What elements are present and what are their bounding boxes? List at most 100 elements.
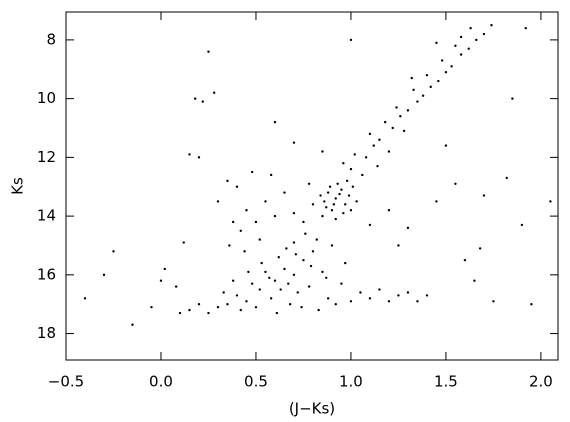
point: [330, 209, 334, 212]
point: [188, 153, 191, 156]
point: [482, 32, 486, 36]
point: [222, 291, 225, 294]
point: [264, 270, 267, 274]
point: [342, 211, 345, 215]
point: [361, 173, 364, 177]
point: [102, 273, 106, 277]
point: [524, 26, 527, 30]
y-axis-label: Ks: [9, 177, 27, 195]
point: [444, 144, 448, 147]
y-tick-label: 14: [37, 207, 56, 225]
point: [247, 270, 250, 274]
point: [342, 162, 345, 165]
point: [277, 256, 280, 259]
x-tick-label: 0.0: [149, 373, 173, 391]
point: [150, 305, 153, 309]
point: [406, 109, 410, 112]
point: [269, 297, 273, 300]
point: [254, 220, 258, 224]
point: [492, 300, 495, 303]
point: [182, 241, 185, 244]
point: [207, 50, 210, 53]
point: [268, 276, 271, 279]
point: [292, 273, 296, 277]
point: [326, 191, 330, 194]
point: [321, 270, 324, 274]
point: [317, 308, 320, 312]
point: [368, 223, 372, 227]
point: [459, 53, 463, 56]
point: [193, 97, 197, 100]
point: [216, 200, 220, 203]
point: [345, 179, 349, 183]
point: [549, 200, 552, 203]
point: [340, 282, 343, 285]
point: [325, 276, 328, 279]
y-tick-label: 10: [37, 89, 56, 107]
y-tick-label: 12: [37, 148, 56, 166]
point: [399, 115, 402, 118]
point: [347, 194, 351, 197]
point: [131, 323, 134, 326]
point: [258, 238, 261, 241]
point: [425, 294, 429, 297]
point: [174, 285, 178, 288]
point: [412, 88, 415, 92]
point: [416, 100, 419, 103]
point: [349, 209, 353, 212]
point: [338, 192, 341, 196]
x-tick-label: 0.5: [244, 373, 268, 391]
point: [307, 285, 311, 288]
point: [245, 209, 248, 212]
point: [334, 303, 337, 306]
point: [319, 194, 322, 197]
point: [429, 85, 432, 89]
point: [258, 288, 261, 291]
point: [475, 38, 478, 42]
point: [250, 170, 254, 174]
point: [226, 179, 229, 183]
point: [321, 150, 324, 153]
point: [473, 279, 476, 282]
point: [334, 217, 337, 221]
y-tick-label: 18: [37, 324, 56, 342]
point: [239, 229, 242, 232]
point: [254, 305, 258, 309]
point: [395, 106, 398, 109]
point: [178, 311, 182, 315]
x-tick-label: 1.0: [339, 373, 363, 391]
x-tick-label: 1.5: [434, 373, 458, 391]
point: [467, 47, 470, 50]
point: [159, 279, 163, 282]
point: [368, 132, 372, 136]
point: [212, 91, 216, 94]
point: [294, 253, 298, 256]
point: [364, 156, 368, 159]
point: [397, 294, 400, 297]
point: [344, 261, 347, 265]
point: [197, 303, 201, 306]
point: [207, 311, 210, 315]
point: [304, 232, 307, 235]
point: [315, 238, 318, 241]
point: [250, 282, 254, 285]
point: [349, 167, 353, 171]
point: [307, 182, 311, 185]
point: [440, 59, 444, 62]
point: [387, 150, 391, 153]
x-tick-label: −0.5: [48, 373, 84, 391]
point: [454, 44, 457, 47]
point: [226, 303, 229, 306]
point: [273, 279, 277, 282]
point: [287, 282, 290, 285]
point: [490, 24, 493, 27]
point: [302, 220, 305, 224]
point: [163, 267, 166, 271]
point: [235, 185, 239, 188]
point: [235, 294, 239, 297]
point: [325, 206, 328, 209]
point: [376, 164, 379, 168]
point: [478, 247, 482, 250]
point: [482, 194, 486, 197]
